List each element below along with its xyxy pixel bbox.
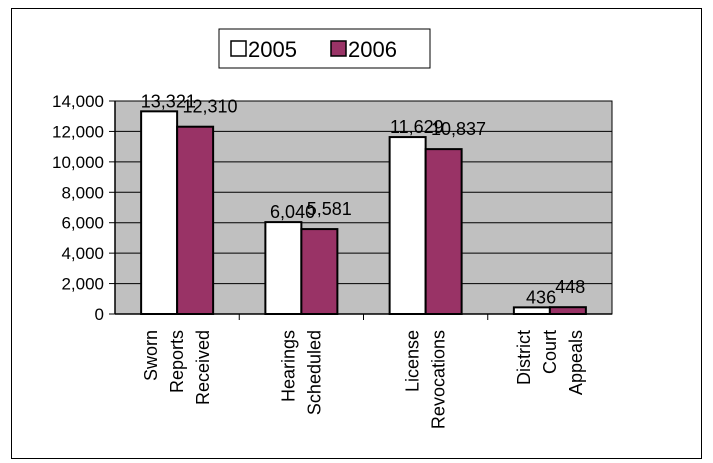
data-label: 436 xyxy=(526,287,556,307)
legend: 2005 2006 xyxy=(218,28,431,69)
legend-label-2006: 2006 xyxy=(348,37,397,62)
data-label: 11,629 xyxy=(390,117,444,137)
data-label: 13,321 xyxy=(141,91,196,111)
x-category-label: Sworn xyxy=(141,330,161,381)
x-category-label: License xyxy=(403,330,423,392)
y-tick-label: 10,000 xyxy=(52,153,104,172)
legend-box xyxy=(218,28,431,69)
labels-group: 0 2,000 4,000 6,000 8,000 10,000 12,000 14,000 1… xyxy=(52,91,586,429)
y-tick-label: 0 xyxy=(95,305,104,324)
bar-2006 xyxy=(548,306,587,315)
legend-swatch-2006 xyxy=(330,40,347,57)
bar-2006 xyxy=(176,125,215,315)
bar-2006 xyxy=(300,228,339,315)
bar-2005 xyxy=(512,306,551,316)
x-category-label: Hearings xyxy=(278,330,298,402)
y-tick-label: 14,000 xyxy=(52,92,104,111)
x-category-label: Appeals xyxy=(566,330,586,395)
data-label: 10,837 xyxy=(431,119,486,139)
y-tick-label: 6,000 xyxy=(61,214,104,233)
bar-2005 xyxy=(388,136,427,315)
x-category-label: Scheduled xyxy=(304,330,324,415)
y-tick-label: 4,000 xyxy=(61,244,104,263)
bars-group xyxy=(140,110,587,316)
y-tick-label: 8,000 xyxy=(61,183,104,202)
x-category-label: Reports xyxy=(167,330,187,393)
bar-2005 xyxy=(140,110,179,315)
x-category-label: District xyxy=(514,330,534,385)
bar-2006 xyxy=(424,148,463,315)
x-category-label: Received xyxy=(193,330,213,405)
x-category-label: Revocations xyxy=(429,330,449,429)
data-label: 5,581 xyxy=(307,199,352,219)
data-label: 448 xyxy=(555,277,585,297)
y-tick-label: 2,000 xyxy=(61,275,104,294)
data-label: 6,040 xyxy=(270,202,315,222)
y-tick-label: 12,000 xyxy=(52,122,104,141)
data-label: 12,310 xyxy=(183,97,238,117)
x-category-label: Court xyxy=(540,330,560,374)
legend-swatch-2005 xyxy=(230,40,247,57)
bar-2005 xyxy=(264,221,303,315)
legend-label-2005: 2005 xyxy=(248,37,297,62)
